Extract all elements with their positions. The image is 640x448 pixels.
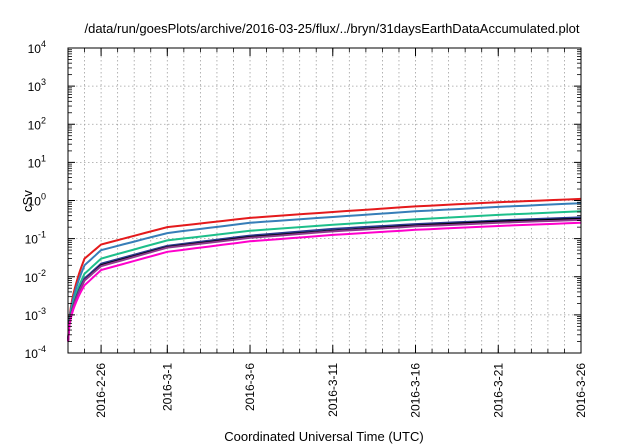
y-tick-label: 10-3 — [25, 306, 46, 323]
x-axis: 2016-2-26 2016-3-1 2016-3-6 2016-3-11 2016-3… — [84, 48, 588, 418]
x-tick-label: 2016-3-11 — [326, 363, 340, 417]
series-line — [67, 217, 582, 342]
y-tick-label: 10-4 — [25, 344, 46, 361]
series-line — [67, 197, 582, 342]
y-tick-label: 10-1 — [25, 230, 46, 247]
series-layer — [67, 197, 582, 342]
chart-title: /data/run/goesPlots/archive/2016-03-25/f… — [84, 21, 579, 36]
y-axis: 10-4 10-3 10-2 10-1 100 101 102 103 104 — [25, 39, 581, 361]
grid — [68, 48, 581, 353]
x-tick-label: 2016-3-6 — [243, 363, 257, 411]
y-tick-label: 102 — [28, 115, 46, 132]
x-tick-label: 2016-3-16 — [409, 363, 423, 418]
series-line — [67, 218, 582, 342]
x-tick-label: 2016-3-21 — [491, 363, 505, 418]
series-line — [67, 210, 582, 342]
series-line — [67, 221, 582, 342]
y-tick-label: 103 — [28, 77, 46, 94]
y-tick-label: 101 — [28, 153, 46, 170]
y-tick-label: 10-2 — [25, 268, 46, 285]
x-tick-label: 2016-3-1 — [160, 363, 174, 411]
series-line — [67, 202, 582, 342]
x-tick-label: 2016-3-26 — [574, 363, 588, 418]
y-tick-label: 104 — [28, 39, 46, 56]
y-axis-label: cSv — [20, 190, 35, 212]
x-tick-label: 2016-2-26 — [94, 363, 108, 418]
x-axis-label: Coordinated Universal Time (UTC) — [224, 429, 423, 444]
y-tick-label: 100 — [28, 192, 46, 209]
